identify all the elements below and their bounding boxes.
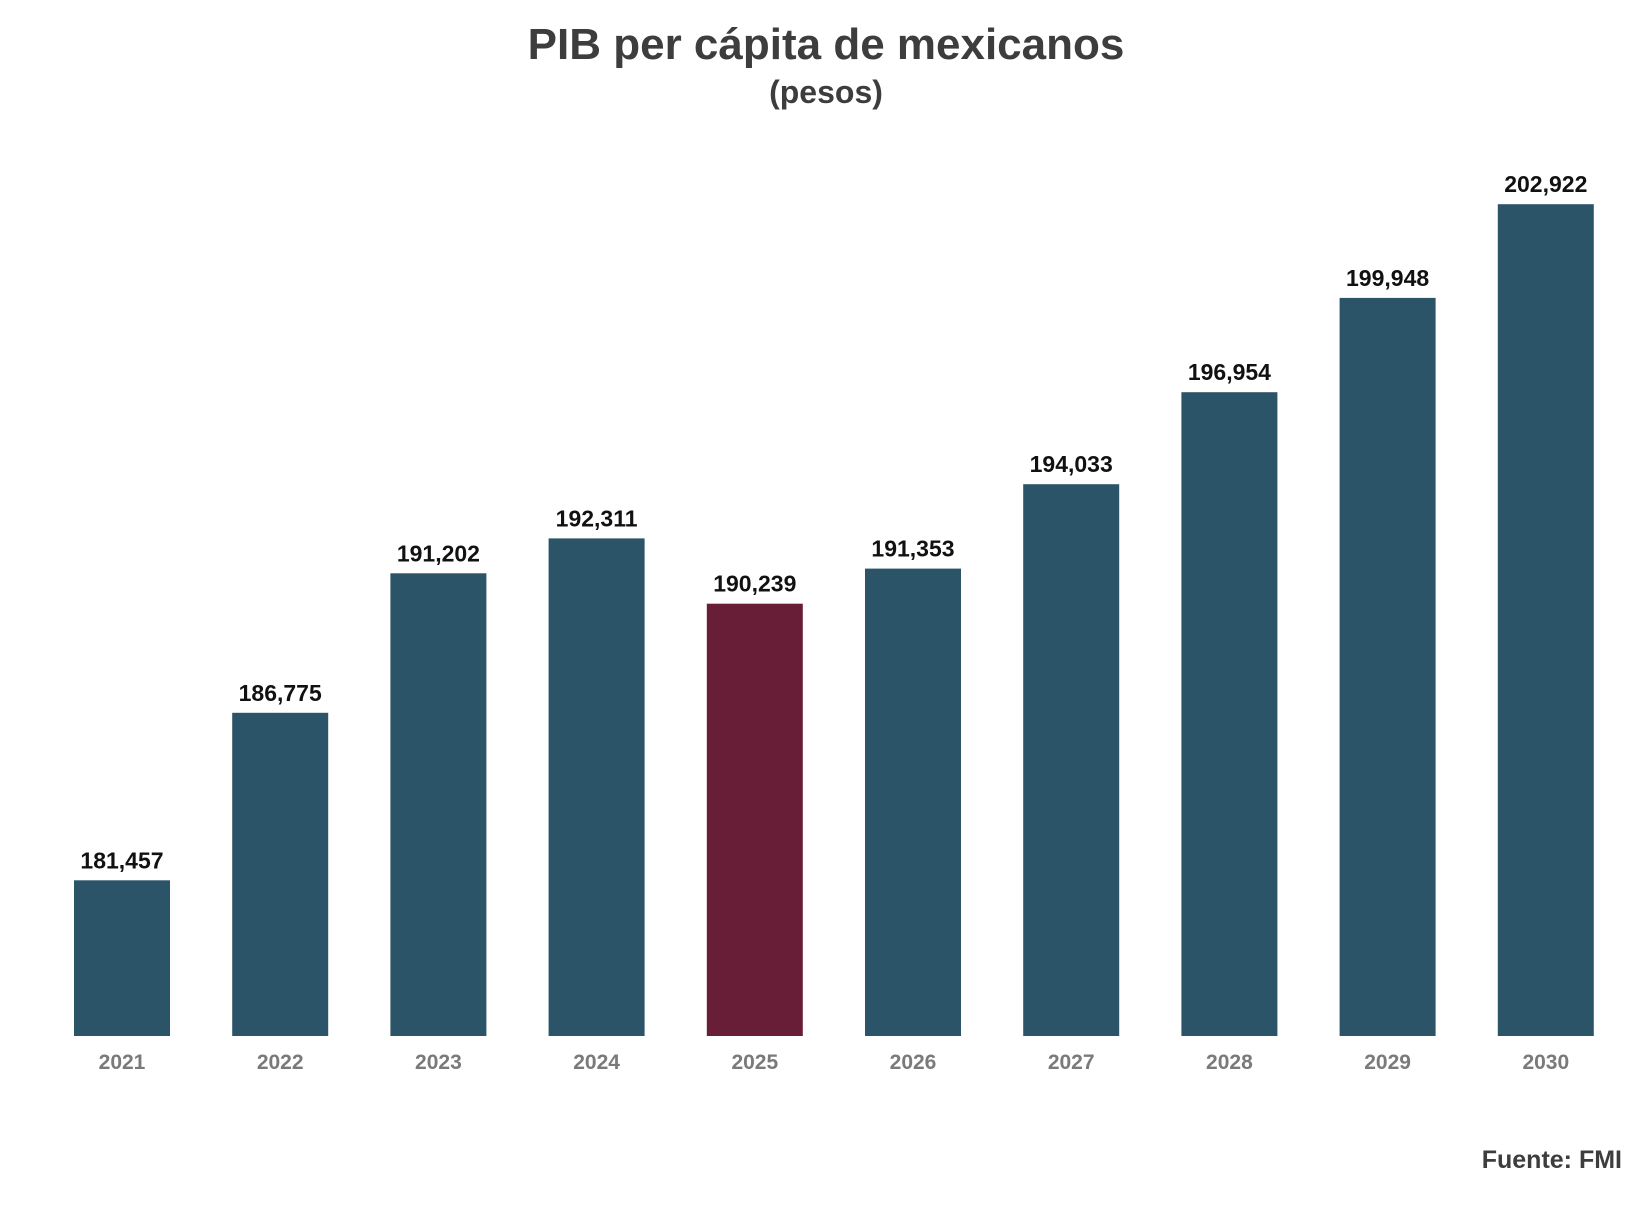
source-note: Fuente: FMI	[1481, 1146, 1622, 1174]
x-tick-label-2029: 2029	[1364, 1051, 1411, 1074]
x-tick-label-2022: 2022	[257, 1051, 304, 1074]
x-tick-label-2024: 2024	[573, 1051, 620, 1074]
data-label-2024: 192,311	[556, 505, 638, 531]
data-label-2026: 191,353	[871, 536, 954, 562]
x-tick-label-2021: 2021	[99, 1051, 146, 1074]
data-label-2023: 191,202	[397, 540, 480, 566]
data-label-2025: 190,239	[713, 571, 796, 597]
bar-2021	[74, 880, 170, 1036]
bar-2028	[1181, 392, 1278, 1036]
data-label-2028: 196,954	[1188, 359, 1271, 385]
bar-2027	[1023, 484, 1120, 1036]
data-label-2021: 181,457	[80, 847, 163, 873]
x-tick-label-2030: 2030	[1522, 1051, 1569, 1074]
x-tick-label-2027: 2027	[1048, 1051, 1095, 1074]
data-label-2029: 199,948	[1346, 265, 1429, 291]
bar-2026	[865, 568, 961, 1036]
bar-2024	[548, 538, 645, 1036]
x-tick-label-2023: 2023	[415, 1051, 462, 1074]
data-label-2030: 202,922	[1504, 171, 1587, 197]
bar-2022	[232, 712, 329, 1036]
data-label-2022: 186,775	[239, 680, 322, 706]
chart-subtitle: (pesos)	[769, 74, 883, 110]
bar-2030	[1497, 204, 1594, 1036]
x-tick-label-2028: 2028	[1206, 1051, 1253, 1074]
x-tick-label-2026: 2026	[890, 1051, 937, 1074]
chart-title: PIB per cápita de mexicanos	[527, 20, 1125, 69]
bar-2025	[706, 603, 803, 1036]
x-tick-label-2025: 2025	[731, 1051, 778, 1074]
bar-2023	[390, 573, 487, 1036]
data-label-2027: 194,033	[1030, 451, 1113, 477]
bar-2029	[1339, 297, 1436, 1036]
